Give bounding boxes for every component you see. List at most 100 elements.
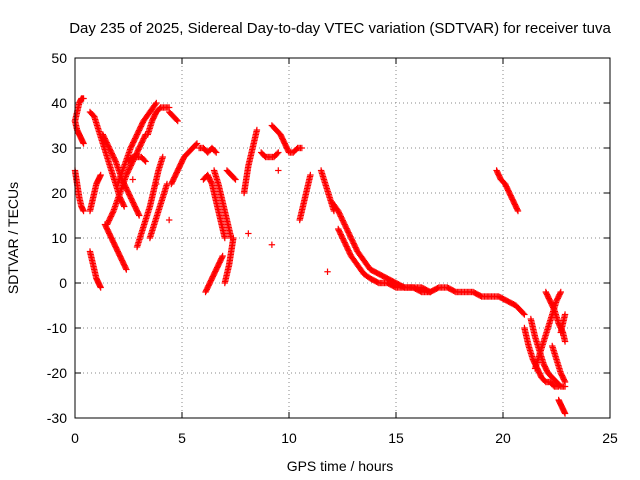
series-arc-13 <box>144 104 171 138</box>
data-point <box>253 126 261 134</box>
data-point <box>230 234 237 242</box>
data-point <box>208 179 215 186</box>
y-tick-label: 50 <box>51 50 67 66</box>
data-point <box>142 158 149 165</box>
data-point <box>514 206 521 213</box>
data-point <box>298 144 306 152</box>
data-point <box>427 288 434 296</box>
x-tick-label: 0 <box>71 430 79 446</box>
data-point <box>80 140 87 147</box>
series-arc-32 <box>527 315 567 390</box>
series-arc-11 <box>125 153 148 165</box>
chart-title: Day 235 of 2025, Sidereal Day-to-day VTE… <box>69 20 611 37</box>
series-arc-07 <box>99 131 142 218</box>
data-point <box>123 266 130 273</box>
data-point <box>173 116 180 124</box>
data-point <box>159 153 166 161</box>
data-point <box>307 171 314 179</box>
series-arc-18 <box>200 171 228 240</box>
data-point <box>561 338 569 345</box>
data-point <box>97 171 104 179</box>
x-tick-label: 20 <box>495 430 511 446</box>
series-arc-23 <box>240 128 260 197</box>
data-point <box>561 410 569 417</box>
data-point <box>136 212 143 219</box>
series-arc-25 <box>268 122 304 156</box>
data-marks <box>71 95 569 417</box>
isolated-point <box>275 167 282 174</box>
series-arc-21 <box>221 236 237 287</box>
data-point <box>232 176 239 183</box>
y-tick-label: 30 <box>51 140 67 156</box>
data-point <box>514 207 522 215</box>
isolated-point <box>153 180 160 188</box>
x-axis-label: GPS time / hours <box>287 458 394 474</box>
data-point <box>111 156 119 164</box>
series-arc-16 <box>165 108 180 124</box>
data-point <box>153 99 160 107</box>
isolated-point <box>129 176 136 183</box>
data-point <box>520 310 527 317</box>
y-tick-label: -10 <box>47 320 67 336</box>
data-point <box>275 149 282 156</box>
series-arc-14 <box>146 182 170 242</box>
data-point <box>121 203 128 210</box>
series-arc-05 <box>86 172 104 215</box>
series-arc-19 <box>202 254 226 296</box>
data-point <box>122 265 129 272</box>
isolated-point <box>165 216 173 224</box>
series-arc-29 <box>335 225 433 296</box>
series-arc-22 <box>223 167 238 182</box>
data-point <box>193 140 201 147</box>
y-tick-label: 20 <box>51 185 67 201</box>
series-arc-03 <box>71 167 87 214</box>
series-arc-26 <box>296 173 314 224</box>
series-arc-17 <box>195 144 219 156</box>
data-point <box>141 157 148 164</box>
series-arc-33 <box>531 290 564 372</box>
series-arc-08 <box>101 221 129 272</box>
data-point <box>231 175 238 182</box>
data-point <box>521 311 528 318</box>
data-point <box>219 252 226 260</box>
data-point <box>135 211 142 218</box>
grid <box>75 58 610 418</box>
series-arc-10 <box>114 101 159 188</box>
data-point <box>213 149 220 156</box>
axis-ticks: 0 5 10 15 20 25 -30 -20 -10 0 10 20 30 40 50 <box>47 50 618 446</box>
data-point <box>174 117 181 125</box>
y-tick-label: 10 <box>51 230 67 246</box>
data-point <box>152 101 159 108</box>
y-tick-label: -30 <box>47 410 67 426</box>
data-point <box>141 132 149 140</box>
data-point <box>80 207 87 215</box>
data-point <box>109 209 117 216</box>
y-axis-label: SDTVAR / TECUs <box>5 182 21 294</box>
data-point <box>561 377 568 384</box>
isolated-point <box>245 230 252 237</box>
series-arc-36 <box>555 396 568 416</box>
x-tick-label: 15 <box>388 430 404 446</box>
series-arc-35 <box>549 342 568 384</box>
data-point <box>561 311 569 318</box>
data-point <box>218 254 226 261</box>
x-tick-label: 5 <box>178 430 186 446</box>
series-arc-12 <box>133 155 166 251</box>
data-point <box>274 150 281 157</box>
series-arc-24 <box>257 149 281 161</box>
series-arc-28 <box>328 198 527 317</box>
isolated-point <box>324 268 331 275</box>
isolated-point <box>268 241 276 248</box>
series-arc-37 <box>557 312 568 336</box>
data-point <box>211 148 219 155</box>
data-point <box>97 284 104 291</box>
series-arc-04 <box>86 248 104 290</box>
y-tick-label: -20 <box>47 365 67 381</box>
data-point <box>561 378 569 386</box>
series-arc-15 <box>168 141 200 188</box>
data-point <box>80 95 87 102</box>
data-point <box>221 234 228 242</box>
x-tick-label: 25 <box>602 430 618 446</box>
plot-frame <box>74 57 611 419</box>
